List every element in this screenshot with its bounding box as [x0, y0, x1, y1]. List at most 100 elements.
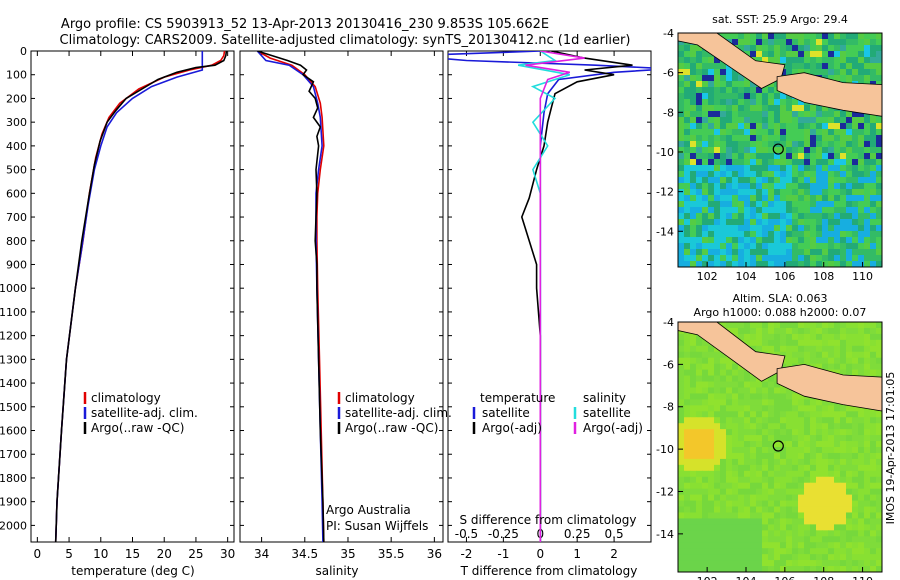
map-cell	[840, 357, 847, 365]
map-cell	[774, 506, 781, 513]
map-cell	[798, 530, 805, 537]
map-cell	[774, 405, 781, 412]
map-cell	[810, 189, 817, 196]
map-cell	[768, 429, 775, 436]
map-cell	[810, 51, 817, 58]
map-cell	[822, 177, 829, 184]
map-cell	[720, 111, 727, 118]
map-cell	[816, 411, 823, 418]
map-cell	[678, 105, 685, 112]
map-cell	[690, 117, 697, 124]
map-cell	[762, 530, 769, 537]
map-cell	[846, 159, 853, 166]
map-cell	[720, 177, 727, 184]
s-tick-label: 0.5	[605, 527, 624, 541]
profile-line-red	[54, 51, 226, 542]
map-cell	[828, 423, 835, 430]
map-cell	[816, 141, 823, 148]
map-cell	[834, 411, 841, 418]
map-cell	[798, 435, 805, 442]
map-cell	[804, 123, 811, 130]
map-cell	[828, 51, 835, 58]
map-cell	[780, 69, 787, 76]
map-cell	[834, 405, 841, 412]
map-cell	[720, 506, 727, 513]
map-cell	[804, 105, 811, 112]
map-cell	[726, 195, 733, 202]
map-cell	[810, 129, 817, 136]
map-cell	[726, 512, 733, 519]
map-cell	[744, 566, 751, 573]
map-cell	[756, 33, 763, 40]
map-cell	[840, 123, 847, 130]
map-cell	[870, 159, 877, 166]
map-cell	[768, 105, 775, 112]
map-cell	[678, 512, 685, 519]
map-cell	[846, 494, 853, 502]
map-cell	[744, 476, 751, 484]
map-cell	[816, 506, 823, 513]
map-cell	[774, 255, 781, 262]
map-cell	[690, 93, 697, 100]
map-cell	[720, 195, 727, 202]
map-cell	[852, 345, 859, 353]
map-cell	[828, 171, 835, 178]
map-cell	[804, 63, 811, 70]
map-cell	[798, 488, 805, 496]
map-cell	[804, 219, 811, 226]
map-cell	[876, 243, 883, 250]
map-cell	[750, 117, 757, 124]
map-cell	[726, 231, 733, 238]
map-cell	[876, 63, 883, 70]
map-cell	[762, 39, 769, 46]
map-cell	[732, 225, 739, 232]
map-cell	[852, 51, 859, 58]
map-cell	[852, 45, 859, 52]
map-cell	[816, 165, 823, 172]
map-cell	[852, 183, 859, 190]
map-cell	[798, 63, 805, 70]
map-cell	[768, 57, 775, 64]
s-tick-label: -0.25	[488, 527, 519, 541]
map-cell	[858, 524, 865, 531]
map-cell	[738, 231, 745, 238]
map-cell	[684, 500, 691, 508]
map-cell	[810, 351, 817, 359]
map-cell	[876, 423, 883, 430]
map-cell	[702, 482, 709, 490]
map-cell	[822, 159, 829, 166]
map-cell	[708, 476, 715, 484]
map-cell	[714, 470, 721, 478]
map-cell	[786, 488, 793, 496]
map-cell	[822, 429, 829, 436]
map-y-tick-label: -6	[663, 67, 674, 80]
map-cell	[750, 447, 757, 454]
map-cell	[696, 141, 703, 148]
map-cell	[714, 135, 721, 142]
map-cell	[786, 441, 793, 448]
map-cell	[720, 470, 727, 478]
map-cell	[792, 255, 799, 262]
map-cell	[696, 518, 703, 525]
map-cell	[804, 165, 811, 172]
map-cell	[690, 63, 697, 70]
map-cell	[864, 213, 871, 220]
map-cell	[840, 237, 847, 244]
map-cell	[786, 393, 793, 400]
map-cell	[786, 195, 793, 202]
map-cell	[768, 153, 775, 160]
map-cell	[852, 33, 859, 40]
map-cell	[744, 369, 751, 377]
map-cell	[756, 405, 763, 412]
map-cell	[756, 429, 763, 436]
map-cell	[792, 33, 799, 40]
map-cell	[690, 464, 697, 472]
map-cell	[678, 345, 685, 353]
map-cell	[696, 506, 703, 513]
map-cell	[780, 351, 787, 359]
legend-label-satellite: satellite-adj. clim.	[91, 406, 198, 420]
map-cell	[834, 464, 841, 472]
map-cell	[756, 470, 763, 478]
map-cell	[780, 494, 787, 502]
map-cell	[684, 363, 691, 371]
